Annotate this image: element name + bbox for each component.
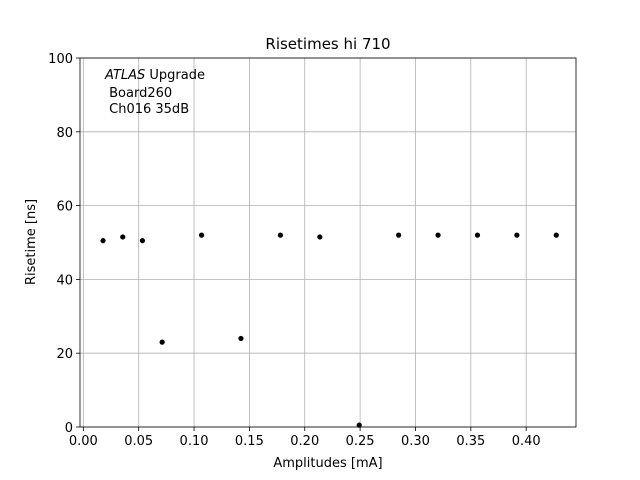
data-point: [198, 232, 205, 238]
x-tick-label: 0.35: [456, 434, 485, 449]
data-point: [317, 234, 323, 240]
y-axis-ticks: 0 20 40 60 80 100: [48, 52, 80, 436]
annotation-upgrade: Upgrade: [145, 68, 205, 83]
data-point: [435, 232, 441, 238]
x-tick-label: 0.15: [235, 434, 264, 449]
data-points: [100, 232, 559, 428]
y-tick-label: 0: [65, 421, 73, 436]
data-point: [474, 232, 481, 238]
x-tick-label: 0.40: [512, 434, 541, 449]
chart-title: Risetimes hi 710: [265, 35, 390, 53]
grid-lines: [80, 57, 576, 428]
x-tick-label: 0.25: [346, 434, 375, 449]
data-point: [553, 232, 559, 238]
x-tick-label: 0.30: [401, 434, 430, 449]
data-point: [238, 335, 244, 342]
y-tick-label: 60: [56, 200, 73, 215]
data-point: [277, 232, 283, 238]
plot-frame: [79, 57, 577, 428]
annotation-atlas: ATLAS: [104, 68, 145, 83]
data-point: [139, 238, 146, 244]
data-point: [159, 339, 165, 345]
data-point: [120, 234, 126, 240]
data-point: [396, 232, 402, 238]
x-tick-label: 0.20: [290, 434, 319, 449]
x-tick-label: 0.10: [180, 434, 209, 449]
annotation-line-3: Ch016 35dB: [105, 102, 189, 117]
x-tick-label: 0.05: [124, 434, 153, 449]
x-axis-label: Amplitudes [mA]: [273, 456, 382, 471]
annotation-line-2: Board260: [105, 86, 172, 101]
y-axis-label: Risetime [ns]: [24, 199, 39, 285]
x-axis-ticks: 0.00 0.05 0.10 0.15 0.20 0.25 0.30 0.35 0.40: [69, 427, 541, 449]
annotation-block: ATLAS Upgrade Board260 Ch016 35dB: [104, 68, 205, 117]
y-tick-label: 20: [56, 347, 73, 362]
data-point: [514, 232, 520, 238]
y-tick-label: 80: [56, 126, 73, 141]
y-tick-label: 100: [48, 52, 73, 67]
data-point: [356, 422, 362, 428]
y-tick-label: 40: [56, 273, 73, 288]
x-tick-label: 0.00: [69, 434, 98, 449]
annotation-line-1: ATLAS Upgrade: [104, 68, 205, 83]
data-point: [100, 238, 106, 244]
